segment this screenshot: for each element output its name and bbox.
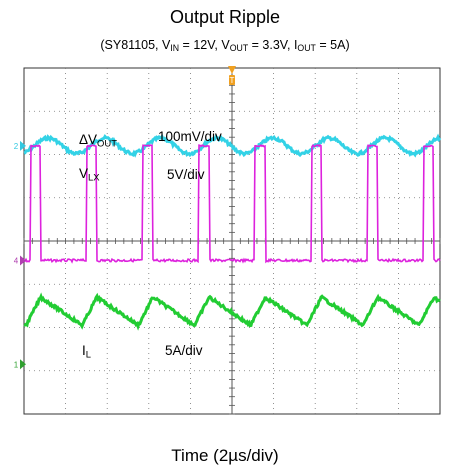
dvout-scale-label: 100mV/div <box>158 129 222 144</box>
il-scale-label: 5A/div <box>165 343 203 358</box>
dvout-label: ΔVOUT <box>79 132 117 150</box>
switch-node-trace <box>23 143 441 264</box>
chart-title: Output Ripple <box>169 7 281 27</box>
ch4-marker-icon <box>20 255 26 266</box>
ch4-marker-label: 4 <box>14 256 19 265</box>
trigger-marker-icon <box>228 66 236 74</box>
ch2-marker-icon <box>20 140 26 151</box>
ch2-marker-label: 2 <box>14 142 19 151</box>
x-axis-label: Time (2µs/div) <box>171 446 279 465</box>
il-label: IL <box>82 343 92 361</box>
vlx-label: VLX <box>79 166 100 184</box>
vlx-scale-label: 5V/div <box>167 167 205 182</box>
waveform-traces <box>23 133 442 331</box>
inductor-current-trace <box>23 292 441 331</box>
trigger-marker-box <box>229 75 235 85</box>
trigger-marker-label: T <box>230 76 235 85</box>
ch1-marker-label: 1 <box>14 360 19 369</box>
ch1-marker-icon <box>20 359 26 370</box>
channel-markers: T 2 4 1 <box>14 66 236 370</box>
chart-subtitle: (SY81105, VIN = 12V, VOUT = 3.3V, IOUT =… <box>100 38 350 54</box>
